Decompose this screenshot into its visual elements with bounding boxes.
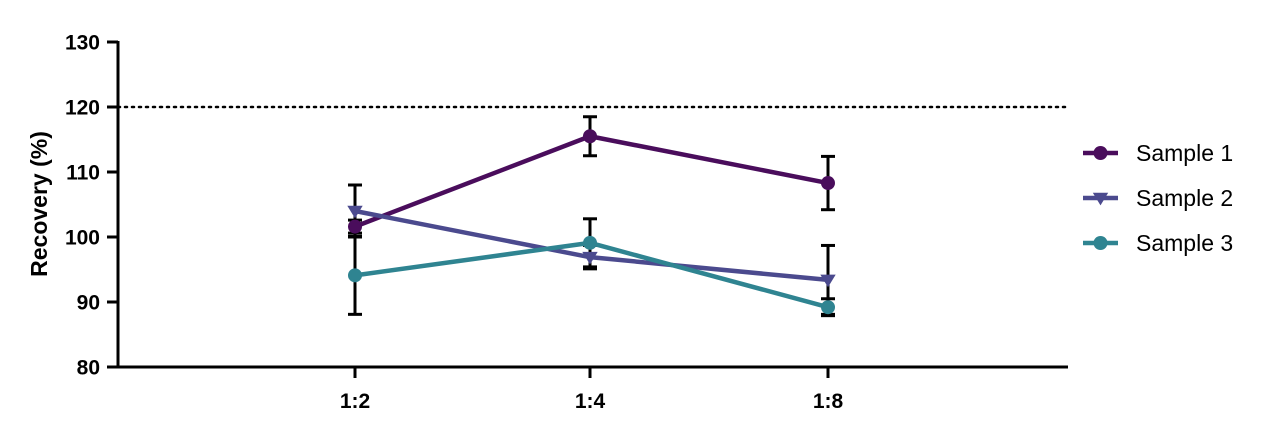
y-tick-label: 130: [65, 32, 100, 55]
sample-2-point: [347, 205, 363, 219]
sample-1-point: [821, 176, 835, 191]
x-tick-label: 1:2: [340, 390, 370, 413]
sample-1-point: [348, 219, 362, 234]
sample-3-point: [348, 268, 362, 283]
sample-2-point: [820, 274, 836, 288]
sample-3-point: [821, 300, 835, 315]
legend-item-sample-1: Sample 1: [1083, 140, 1233, 166]
y-axis-title: Recovery (%): [26, 131, 52, 277]
y-tick-label: 80: [77, 357, 100, 380]
legend-item-sample-2: Sample 2: [1083, 185, 1233, 211]
sample-3-point: [583, 235, 597, 250]
legend-item-sample-3: Sample 3: [1083, 230, 1233, 256]
y-tick-label: 110: [66, 162, 100, 185]
legend-swatch-marker: [1093, 236, 1108, 250]
x-tick-label: 1:8: [813, 390, 844, 413]
legend-label: Sample 2: [1136, 185, 1233, 211]
legend-label: Sample 3: [1136, 230, 1233, 256]
legend-swatch-marker: [1092, 192, 1109, 206]
sample-1-point: [583, 129, 597, 144]
y-tick-label: 120: [65, 97, 100, 120]
legend-swatch-marker: [1093, 146, 1108, 160]
y-tick-label: 90: [77, 292, 100, 315]
legend-label: Sample 1: [1136, 140, 1233, 166]
y-tick-label: 100: [65, 227, 100, 250]
x-tick-label: 1:4: [575, 390, 606, 413]
sample-2-point: [582, 251, 598, 265]
